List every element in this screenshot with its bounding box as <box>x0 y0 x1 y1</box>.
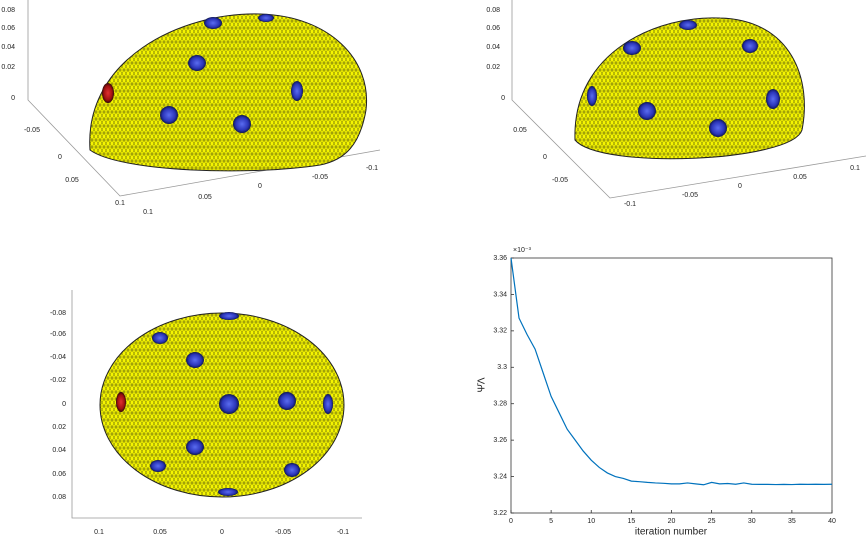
y-tick-label: 3.26 <box>493 437 507 444</box>
y-tick-label: 0 <box>58 154 62 161</box>
y-multiplier: ×10⁻³ <box>513 247 532 254</box>
x-tick-label: 0 <box>509 518 513 525</box>
z-tick-label: 0 <box>501 95 505 102</box>
x-tick-label: -0.1 <box>624 201 636 208</box>
head-mesh <box>574 17 805 160</box>
y-tick-label: 3.24 <box>493 473 507 480</box>
x-tick-label: 0.1 <box>94 529 104 536</box>
y-tick-label: 3.36 <box>493 255 507 262</box>
line-chart: ×10⁻³ iteration number Ψ̄Λ 0 5 10 15 20 25 30 3… <box>477 247 836 538</box>
head-mesh <box>89 13 368 172</box>
axis-box <box>27 0 381 197</box>
line-series <box>510 257 833 486</box>
z-tick-label: 0 <box>11 95 15 102</box>
x-tick-label: 0.05 <box>793 174 807 181</box>
x-tick-label: 0 <box>220 529 224 536</box>
x-tick-label: 0.05 <box>198 194 212 201</box>
z-tick-label: 0.02 <box>486 64 500 71</box>
z-tick-label: 0.04 <box>486 44 500 51</box>
surface-panel: 0.08 0.06 0.04 0.02 0 0.05 0 -0.05 -0.1 … <box>486 0 866 208</box>
x-tick-label: 0 <box>738 183 742 190</box>
y-tick-label: 3.32 <box>493 328 507 335</box>
axis-box <box>511 0 866 199</box>
surface-panel: 0.08 0.06 0.04 0.02 0 -0.05 0 0.05 0.1 0… <box>1 0 381 216</box>
y-tick-label: 0.06 <box>52 471 66 478</box>
z-tick-label: 0.08 <box>486 7 500 14</box>
x-tick-label: 25 <box>708 518 716 525</box>
electrodes <box>587 20 780 137</box>
y-tick-label: -0.05 <box>24 127 40 134</box>
electrodes <box>102 14 303 133</box>
y-tick-label: 0.02 <box>52 424 66 431</box>
x-tick-label: 35 <box>788 518 796 525</box>
surface-panel: -0.08 -0.06 -0.04 -0.02 0 0.02 0.04 0.06… <box>50 290 362 536</box>
x-tick-label: 10 <box>587 518 595 525</box>
y-tick-label: 3.22 <box>493 510 507 517</box>
y-tick-label: -0.04 <box>50 354 66 361</box>
y-tick-label: -0.06 <box>50 331 66 338</box>
axes-box <box>510 257 833 514</box>
y-tick-label: 0.05 <box>65 177 79 184</box>
y-tick-label: 0.08 <box>52 494 66 501</box>
y-tick-label: 0 <box>543 154 547 161</box>
y-tick-label: 0.05 <box>513 127 527 134</box>
x-tick-label: 5 <box>549 518 553 525</box>
axis-box <box>71 290 362 519</box>
y-tick-label: 0.04 <box>52 447 66 454</box>
x-tick-label: -0.05 <box>682 192 698 199</box>
z-tick-label: 0.04 <box>1 44 15 51</box>
y-tick-label: -0.02 <box>50 377 66 384</box>
x-tick-label: 20 <box>668 518 676 525</box>
z-tick-label: 0.06 <box>1 25 15 32</box>
y-tick-label: 3.28 <box>493 401 507 408</box>
y-tick-label: 0 <box>62 401 66 408</box>
y-axis-label: Ψ̄Λ <box>477 377 488 392</box>
electrodes <box>116 312 333 496</box>
x-tick-label: 0.05 <box>153 529 167 536</box>
z-tick-label: 0.08 <box>1 7 15 14</box>
y-tick-label: 3.34 <box>493 291 507 298</box>
y-tick-label: 3.3 <box>497 364 507 371</box>
x-tick-label: 15 <box>627 518 635 525</box>
x-tick-label: 30 <box>748 518 756 525</box>
x-tick-label: -0.05 <box>275 529 291 536</box>
x-tick-label: 0.1 <box>143 209 153 216</box>
x-tick-label: 0.1 <box>850 165 860 172</box>
x-tick-label: 40 <box>828 518 836 525</box>
x-tick-label: 0 <box>258 183 262 190</box>
y-tick-label: -0.08 <box>50 310 66 317</box>
x-tick-label: -0.1 <box>337 529 349 536</box>
z-tick-label: 0.02 <box>1 64 15 71</box>
z-tick-label: 0.06 <box>486 25 500 32</box>
y-tick-label: 0.1 <box>115 200 125 207</box>
x-axis-label: iteration number <box>635 527 708 538</box>
x-tick-label: -0.05 <box>312 174 328 181</box>
y-tick-label: -0.05 <box>552 177 568 184</box>
x-tick-label: -0.1 <box>366 165 378 172</box>
